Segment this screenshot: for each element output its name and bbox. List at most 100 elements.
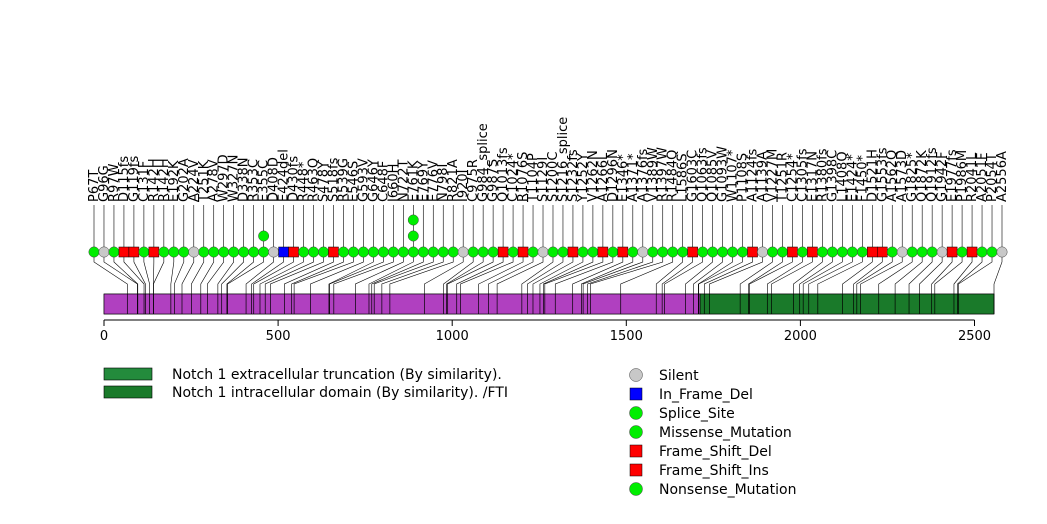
domain-legend-swatch <box>103 367 153 381</box>
mutation-marker <box>128 246 140 258</box>
mutation-connector <box>590 252 664 294</box>
mutation-marker <box>308 246 319 258</box>
mutation-connector <box>478 252 524 294</box>
mutation-label: G1825* <box>905 152 920 202</box>
mutation-marker <box>846 246 858 258</box>
mutation-marker <box>108 246 120 258</box>
mutation-marker <box>936 246 948 258</box>
mutation-marker <box>258 246 270 258</box>
mutation-marker <box>248 246 260 258</box>
mutation-label: G119fs <box>127 156 142 202</box>
mutation-label: D430fs <box>287 156 302 202</box>
mutation-label: S1200C <box>546 152 561 202</box>
mutation-label: W327N <box>227 155 242 202</box>
mutation-marker <box>747 246 758 258</box>
mutation-connector <box>771 252 813 294</box>
mutation-marker <box>946 246 958 258</box>
mutation-label: I660H <box>386 164 401 202</box>
mutation-marker <box>497 246 509 258</box>
mutation-marker <box>507 246 519 258</box>
mutation-label: P1108S <box>736 153 751 202</box>
mutation-legend-label: In_Frame_Del <box>659 387 753 403</box>
mutation-label: D115fs <box>117 156 132 202</box>
mutation-marker <box>158 246 170 258</box>
mutation-legend-swatch <box>629 425 643 439</box>
mutation-label: R1076S <box>516 152 531 202</box>
mutation-label: C975R <box>466 159 481 202</box>
mutation-label: Y1252Y <box>576 153 591 203</box>
mutation-label: C1254* <box>785 153 800 202</box>
mutation-label: G1942F <box>935 151 950 202</box>
mutation-label: S1232fs <box>566 149 581 202</box>
mutation-label: A1266L <box>596 152 611 202</box>
mutation-connector <box>554 252 614 294</box>
mutation-marker <box>288 246 299 258</box>
mutation-marker <box>826 246 838 258</box>
mutation-marker <box>517 246 529 258</box>
mutation-marker <box>537 246 549 258</box>
mutation-legend-label: Nonsense_Mutation <box>659 482 796 498</box>
mutation-label: D1296N <box>606 149 621 202</box>
mutation-label: C1024* <box>506 153 521 202</box>
mutation-connector <box>291 252 344 294</box>
mutation-connector <box>328 252 374 294</box>
mutation-label: A278V <box>207 159 222 202</box>
mutation-connector <box>703 252 753 294</box>
mutation-label: R2041L <box>965 152 980 202</box>
mutation-marker <box>407 230 419 242</box>
domain-legend-label: Notch 1 intracellular domain (By similar… <box>172 385 508 401</box>
mutation-connector <box>217 252 234 294</box>
mutation-label: A2556A <box>995 151 1010 202</box>
mutation-marker <box>906 246 918 258</box>
mutation-label: R1484Q <box>666 150 681 202</box>
mutation-marker <box>877 246 888 258</box>
mutation-connector <box>993 252 1003 294</box>
mutation-connector <box>934 252 963 294</box>
mutation-label: I920I <box>456 170 471 202</box>
mutation-label: L1408Q <box>835 151 850 202</box>
mutation-label: R1397W <box>656 147 671 202</box>
mutation-label: R539G <box>336 158 351 202</box>
mutation-label: A1124fs <box>746 148 761 202</box>
mutation-marker <box>88 246 100 258</box>
mutation-marker <box>527 246 539 258</box>
mutation-marker <box>916 246 928 258</box>
mutation-connector <box>957 252 983 294</box>
mutation-marker <box>208 246 220 258</box>
mutation-label: Q1912fs <box>925 147 940 202</box>
mutation-marker <box>487 246 499 258</box>
mutation-markers <box>88 214 1008 258</box>
mutation-label: A1139A <box>756 151 771 202</box>
mutation-marker <box>188 246 200 258</box>
mutation-label: V1389W <box>646 147 661 202</box>
mutation-label: W1107* <box>726 149 741 202</box>
mutation-label: C648F <box>376 161 391 202</box>
mutation-connector <box>226 252 254 294</box>
mutation-connector <box>368 252 414 294</box>
x-axis-tick-label: 2000 <box>784 329 817 344</box>
mutation-legend-label: Missense_Mutation <box>659 425 792 441</box>
mutation-connector <box>817 252 863 294</box>
mutation-connector <box>543 252 594 294</box>
mutation-marker <box>637 246 649 258</box>
mutation-label: G1553fs <box>875 147 890 202</box>
mutation-marker <box>407 246 419 258</box>
mutation-marker <box>138 246 150 258</box>
mutation-marker <box>657 246 669 258</box>
mutation-marker <box>447 246 459 258</box>
mutation-label: E424del <box>277 149 292 202</box>
mutation-connector <box>808 252 853 294</box>
mutation-marker <box>717 246 729 258</box>
mutation-label: A1562Q <box>885 150 900 202</box>
mutation-label: E761K <box>406 160 421 202</box>
mutation-legend-swatch <box>629 482 643 496</box>
mutation-marker <box>757 246 768 258</box>
mutation-label: E769Y <box>416 161 431 202</box>
mutation-connector <box>174 252 185 294</box>
mutation-marker <box>996 246 1008 258</box>
mutation-label: Q1085V <box>706 150 721 202</box>
mutation-connector <box>748 252 783 294</box>
mutation-label: A1376fs <box>636 148 651 202</box>
mutation-marker <box>118 246 130 258</box>
